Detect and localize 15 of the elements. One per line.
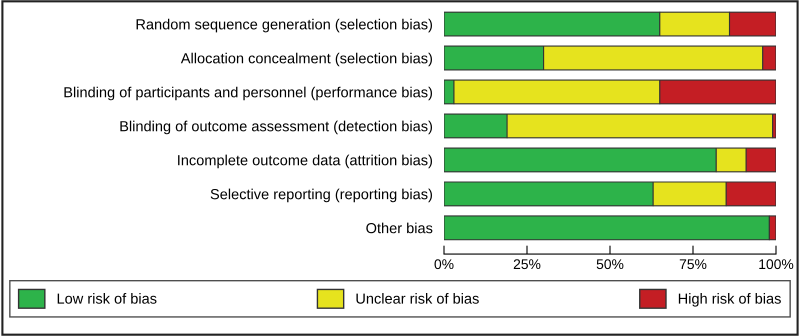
y-tick-label: Allocation concealment (selection bias) [180, 52, 432, 66]
x-tick-label: 0% [434, 259, 454, 270]
y-tick-label: Blinding of outcome assessment (detection bias) [120, 120, 432, 134]
x-tick-label: 75% [680, 259, 706, 270]
x-tick-label: 50% [596, 259, 624, 270]
x-tick-label: 100% [759, 259, 794, 270]
y-tick-label: Incomplete outcome data (attrition bias) [178, 154, 432, 168]
y-tick-label: Random sequence generation (selection bias) [136, 18, 432, 32]
y-tick-label: Other bias [366, 222, 432, 234]
y-tick-label: Blinding of participants and personnel (performance bias) [64, 86, 432, 100]
x-tick-label: 25% [514, 259, 540, 270]
legend-label: Unclear risk of bias [356, 293, 479, 304]
legend-label: High risk of bias [678, 293, 781, 307]
y-tick-label: Selective reporting (reporting bias) [210, 188, 432, 202]
legend-label: Low risk of bias [58, 293, 156, 304]
